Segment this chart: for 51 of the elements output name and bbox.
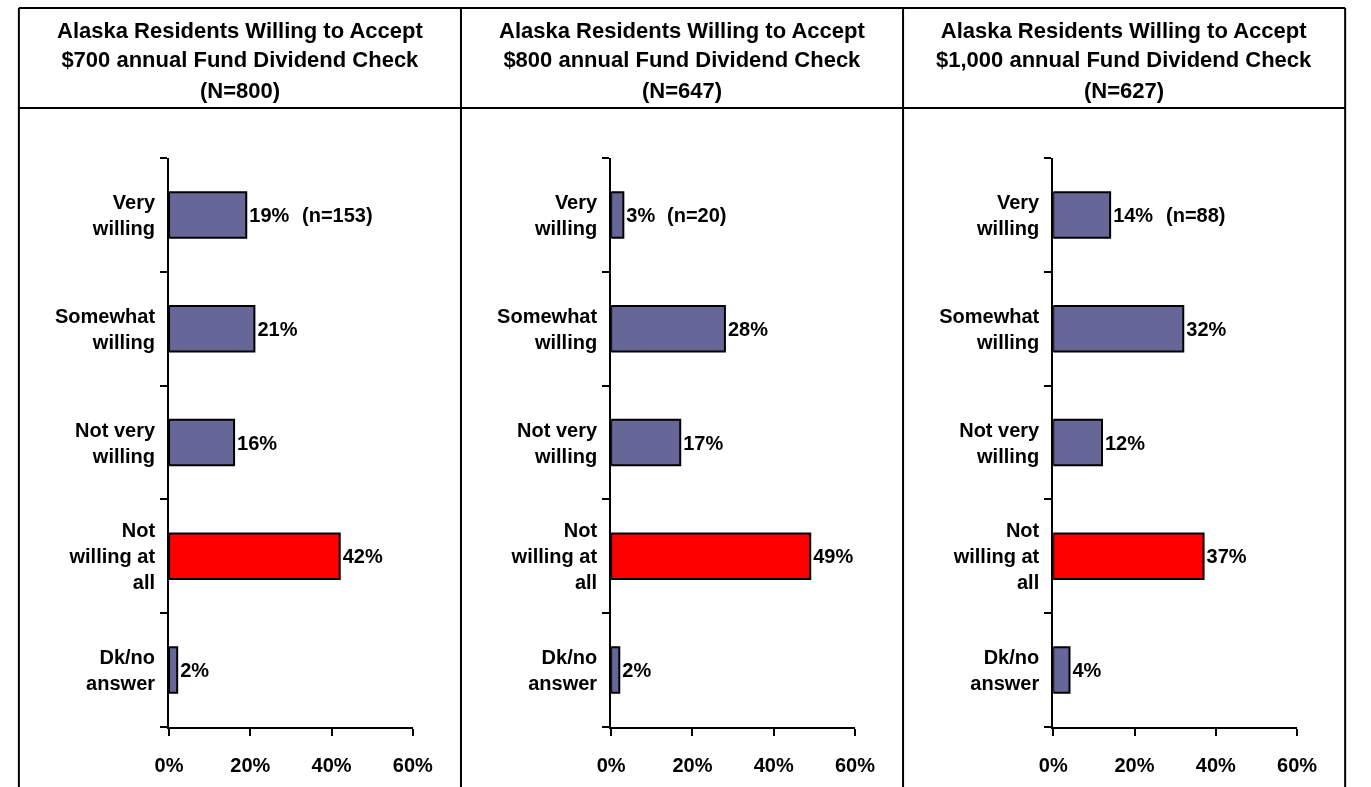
- data-label: 3%: [626, 203, 656, 226]
- x-tick-label: 40%: [753, 754, 794, 776]
- y-tick-label: Not willing at all: [952, 519, 1040, 594]
- chart-subtitle: (N=800): [200, 78, 281, 103]
- x-tick-label: 40%: [1195, 754, 1236, 776]
- chart-title: Alaska Residents Willing to Accept $700 annual Fund Dividend Check: [57, 18, 424, 72]
- data-label: 2%: [622, 659, 652, 682]
- y-tick-label: Very willing: [533, 190, 599, 239]
- data-label: 37%: [1206, 545, 1247, 568]
- x-tick-label: 60%: [1277, 754, 1318, 776]
- data-label: 19%: [249, 203, 290, 226]
- x-tick-label: 0%: [596, 754, 626, 776]
- data-label: 14%: [1113, 203, 1154, 226]
- data-label: 28%: [727, 317, 769, 340]
- chart-title: Alaska Residents Willing to Accept $800 annual Fund Dividend Check: [499, 18, 866, 72]
- chart-title: Alaska Residents Willing to Accept $1,000 annual Fund Dividend Check: [936, 18, 1313, 72]
- data-label: 49%: [813, 545, 854, 568]
- x-tick-label: 0%: [1038, 754, 1068, 776]
- x-tick-label: 40%: [311, 754, 352, 776]
- x-tick-label: 20%: [1114, 754, 1155, 776]
- y-tick-label: Not willing at all: [510, 519, 598, 594]
- x-tick-label: 20%: [672, 754, 713, 776]
- data-label: 42%: [342, 545, 383, 568]
- annotation: (n=153): [302, 204, 373, 226]
- y-tick-label: Not willing at all: [68, 519, 156, 594]
- data-label: 17%: [683, 431, 724, 454]
- y-tick-label: Not very willing: [75, 418, 156, 467]
- annotation: (n=88): [1166, 204, 1226, 226]
- data-label: 12%: [1105, 431, 1146, 454]
- annotation: (n=20): [667, 204, 727, 226]
- x-tick-label: 60%: [834, 754, 876, 776]
- data-label: 4%: [1072, 659, 1102, 682]
- y-tick-label: Very willing: [91, 190, 156, 239]
- data-label: 16%: [237, 431, 278, 454]
- y-tick-label: Somewhat willing: [939, 304, 1040, 353]
- y-tick-label: Dk/no answer: [528, 646, 598, 695]
- y-tick-label: Not very willing: [959, 418, 1041, 467]
- chart-subtitle: (N=627): [1084, 78, 1165, 103]
- x-tick-label: 20%: [230, 754, 271, 776]
- chart-subtitle: (N=647): [642, 78, 723, 103]
- y-tick-label: Dk/no answer: [970, 646, 1040, 695]
- y-tick-label: Somewhat willing: [497, 304, 598, 353]
- y-tick-label: Not very willing: [517, 418, 599, 467]
- data-label: 32%: [1186, 317, 1227, 340]
- data-label: 2%: [180, 659, 210, 682]
- y-tick-label: Very willing: [976, 190, 1041, 239]
- y-tick-label: Dk/no answer: [86, 646, 156, 695]
- x-tick-label: 60%: [392, 754, 434, 776]
- x-tick-label: 0%: [154, 754, 184, 776]
- y-tick-label: Somewhat willing: [55, 304, 156, 353]
- data-label: 21%: [257, 317, 298, 340]
